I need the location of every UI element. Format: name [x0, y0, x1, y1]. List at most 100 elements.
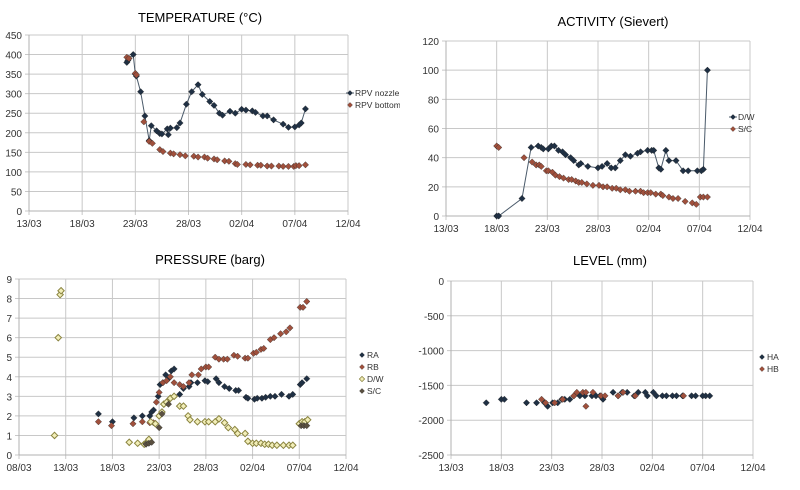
x-tick-label: 13/03: [438, 463, 463, 474]
data-point: [50, 431, 59, 440]
x-tick-label: 02/04: [229, 219, 254, 230]
data-point: [170, 379, 178, 387]
data-point: [152, 398, 160, 406]
data-point: [669, 195, 677, 202]
y-tick-label: -1500: [418, 381, 444, 392]
data-point: [194, 153, 202, 161]
data-point: [198, 90, 206, 98]
legend-label: RPV bottom: [355, 100, 400, 110]
data-point: [482, 399, 490, 407]
data-point: [54, 333, 63, 342]
data-point: [252, 348, 260, 356]
data-point: [170, 365, 178, 373]
data-point: [288, 441, 297, 450]
x-tick-label: 02/04: [636, 224, 661, 235]
data-point: [140, 118, 148, 126]
data-point: [138, 412, 146, 420]
data-point: [159, 148, 167, 156]
data-point: [703, 193, 711, 201]
x-tick-label: 12/04: [335, 219, 360, 230]
data-point: [242, 106, 250, 114]
data-point: [263, 112, 271, 120]
y-tick-label: 150: [5, 148, 22, 159]
data-point: [270, 334, 278, 342]
data-point: [673, 392, 680, 400]
data-point: [212, 375, 220, 383]
data-point: [133, 439, 142, 448]
y-tick-label: 250: [5, 109, 22, 120]
data-point: [252, 108, 259, 116]
data-point: [533, 399, 541, 407]
data-point: [619, 388, 627, 396]
data-point: [554, 146, 562, 154]
data-point: [297, 119, 305, 127]
temperature-chart: TEMPERATURE (°C) 0 50 100 150 200 250 300 350 400…: [5, 10, 400, 230]
data-point: [632, 187, 639, 195]
x-tick-label: 28/03: [176, 219, 201, 230]
y-tick-label: 120: [422, 37, 439, 48]
data-point: [560, 174, 568, 182]
data-point: [210, 101, 218, 109]
legend-marker: [359, 364, 365, 370]
data-point: [148, 139, 156, 147]
data-point: [238, 105, 246, 113]
data-point: [221, 383, 229, 391]
data-point: [244, 394, 252, 402]
legend-marker: [359, 352, 365, 358]
y-tick-label: -500: [424, 312, 444, 323]
data-point: [253, 394, 261, 402]
data-point: [601, 392, 609, 400]
x-tick-label: 28/03: [589, 463, 614, 474]
data-point: [278, 390, 286, 398]
x-tick-label: 23/03: [535, 224, 560, 235]
data-point: [158, 130, 166, 138]
data-point: [681, 197, 689, 205]
data-point: [206, 98, 214, 105]
data-point: [233, 160, 241, 168]
series-line: [126, 53, 306, 141]
data-point: [582, 388, 590, 396]
legend-label: RB: [367, 362, 379, 372]
data-point: [176, 151, 184, 159]
data-point: [577, 160, 585, 167]
data-point: [303, 375, 311, 383]
data-point: [301, 161, 309, 169]
y-tick-label: 300: [5, 90, 22, 101]
data-point: [551, 399, 559, 407]
data-point: [246, 161, 254, 169]
x-tick-label: 13/03: [433, 224, 458, 235]
data-point: [518, 195, 526, 202]
x-tick-label: 28/03: [193, 463, 218, 474]
data-point: [129, 420, 137, 428]
data-point: [220, 418, 229, 427]
data-point: [616, 186, 624, 194]
data-point: [659, 192, 667, 200]
data-point: [221, 157, 229, 165]
y-tick-label: 350: [5, 70, 22, 81]
x-tick-label: 13/03: [53, 463, 78, 474]
y-tick-label: 50: [11, 187, 23, 198]
x-tick-label: 12/04: [737, 224, 762, 235]
data-point: [193, 379, 201, 387]
legend: HA HB: [759, 352, 779, 374]
data-point: [248, 107, 256, 115]
data-point: [204, 154, 212, 162]
data-point: [537, 162, 545, 170]
data-point: [284, 123, 292, 131]
y-tick-label: 6: [6, 334, 12, 345]
y-tick-label: 9: [6, 275, 12, 286]
data-point: [528, 158, 536, 166]
data-point: [303, 415, 312, 424]
data-point: [213, 156, 221, 164]
data-point: [176, 390, 184, 398]
data-point: [299, 303, 307, 311]
y-tick-label: 0: [433, 212, 439, 223]
data-point: [626, 152, 634, 160]
legend-marker: [759, 366, 765, 372]
series-ha: [482, 388, 714, 410]
data-point: [303, 298, 311, 305]
legend: RPV nozzle RPV bottom: [346, 88, 400, 110]
x-tick-label: 07/04: [282, 219, 307, 230]
data-point: [230, 351, 238, 359]
data-point: [166, 124, 174, 132]
